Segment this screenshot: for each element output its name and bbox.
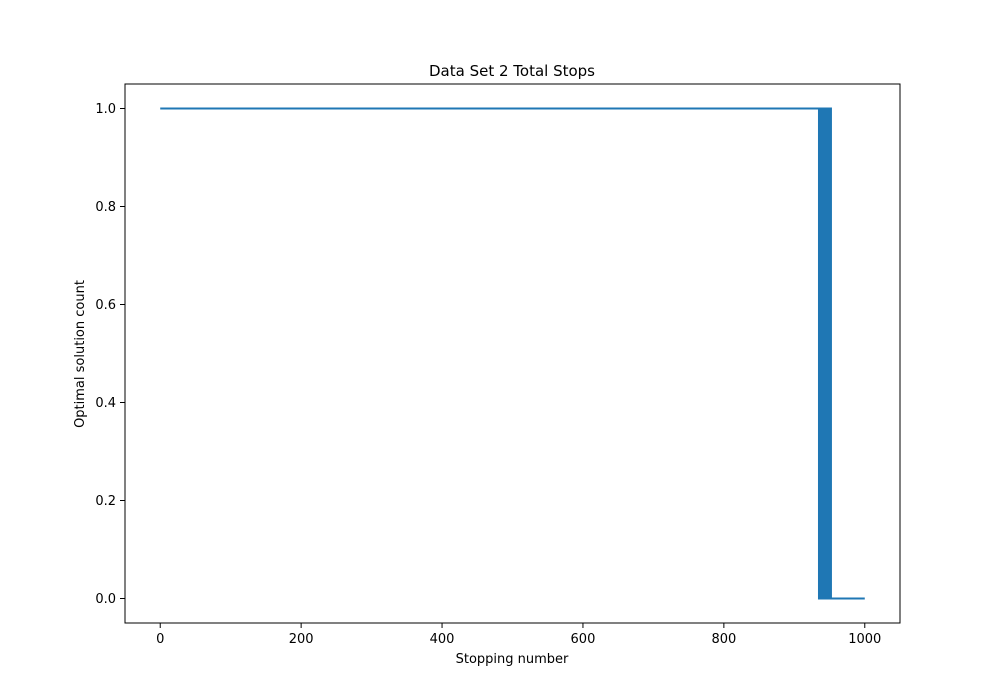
y-tick-label: 0.4 [95, 396, 116, 411]
x-tick-label: 600 [571, 632, 596, 647]
x-axis-label: Stopping number [456, 652, 569, 667]
y-tick-label: 0.2 [95, 494, 116, 509]
chart-title: Data Set 2 Total Stops [429, 62, 595, 80]
x-tick-label: 400 [430, 632, 455, 647]
y-axis-label: Optimal solution count [73, 280, 88, 428]
y-tick-label: 0.6 [95, 298, 116, 313]
y-axis: 0.0 0.2 0.4 0.6 0.8 1.0 [95, 102, 125, 607]
axes-frame [124, 83, 901, 624]
y-tick-label: 0.0 [95, 592, 116, 607]
x-axis: 0 200 400 600 800 1000 [156, 623, 881, 647]
series-line-0 [160, 107, 865, 600]
plot-area [160, 107, 865, 600]
y-tick-label: 1.0 [95, 102, 116, 117]
x-tick-label: 0 [156, 632, 164, 647]
y-tick-label: 0.8 [95, 200, 116, 215]
x-tick-label: 200 [289, 632, 314, 647]
x-tick-label: 800 [711, 632, 736, 647]
x-tick-label: 1000 [848, 632, 881, 647]
